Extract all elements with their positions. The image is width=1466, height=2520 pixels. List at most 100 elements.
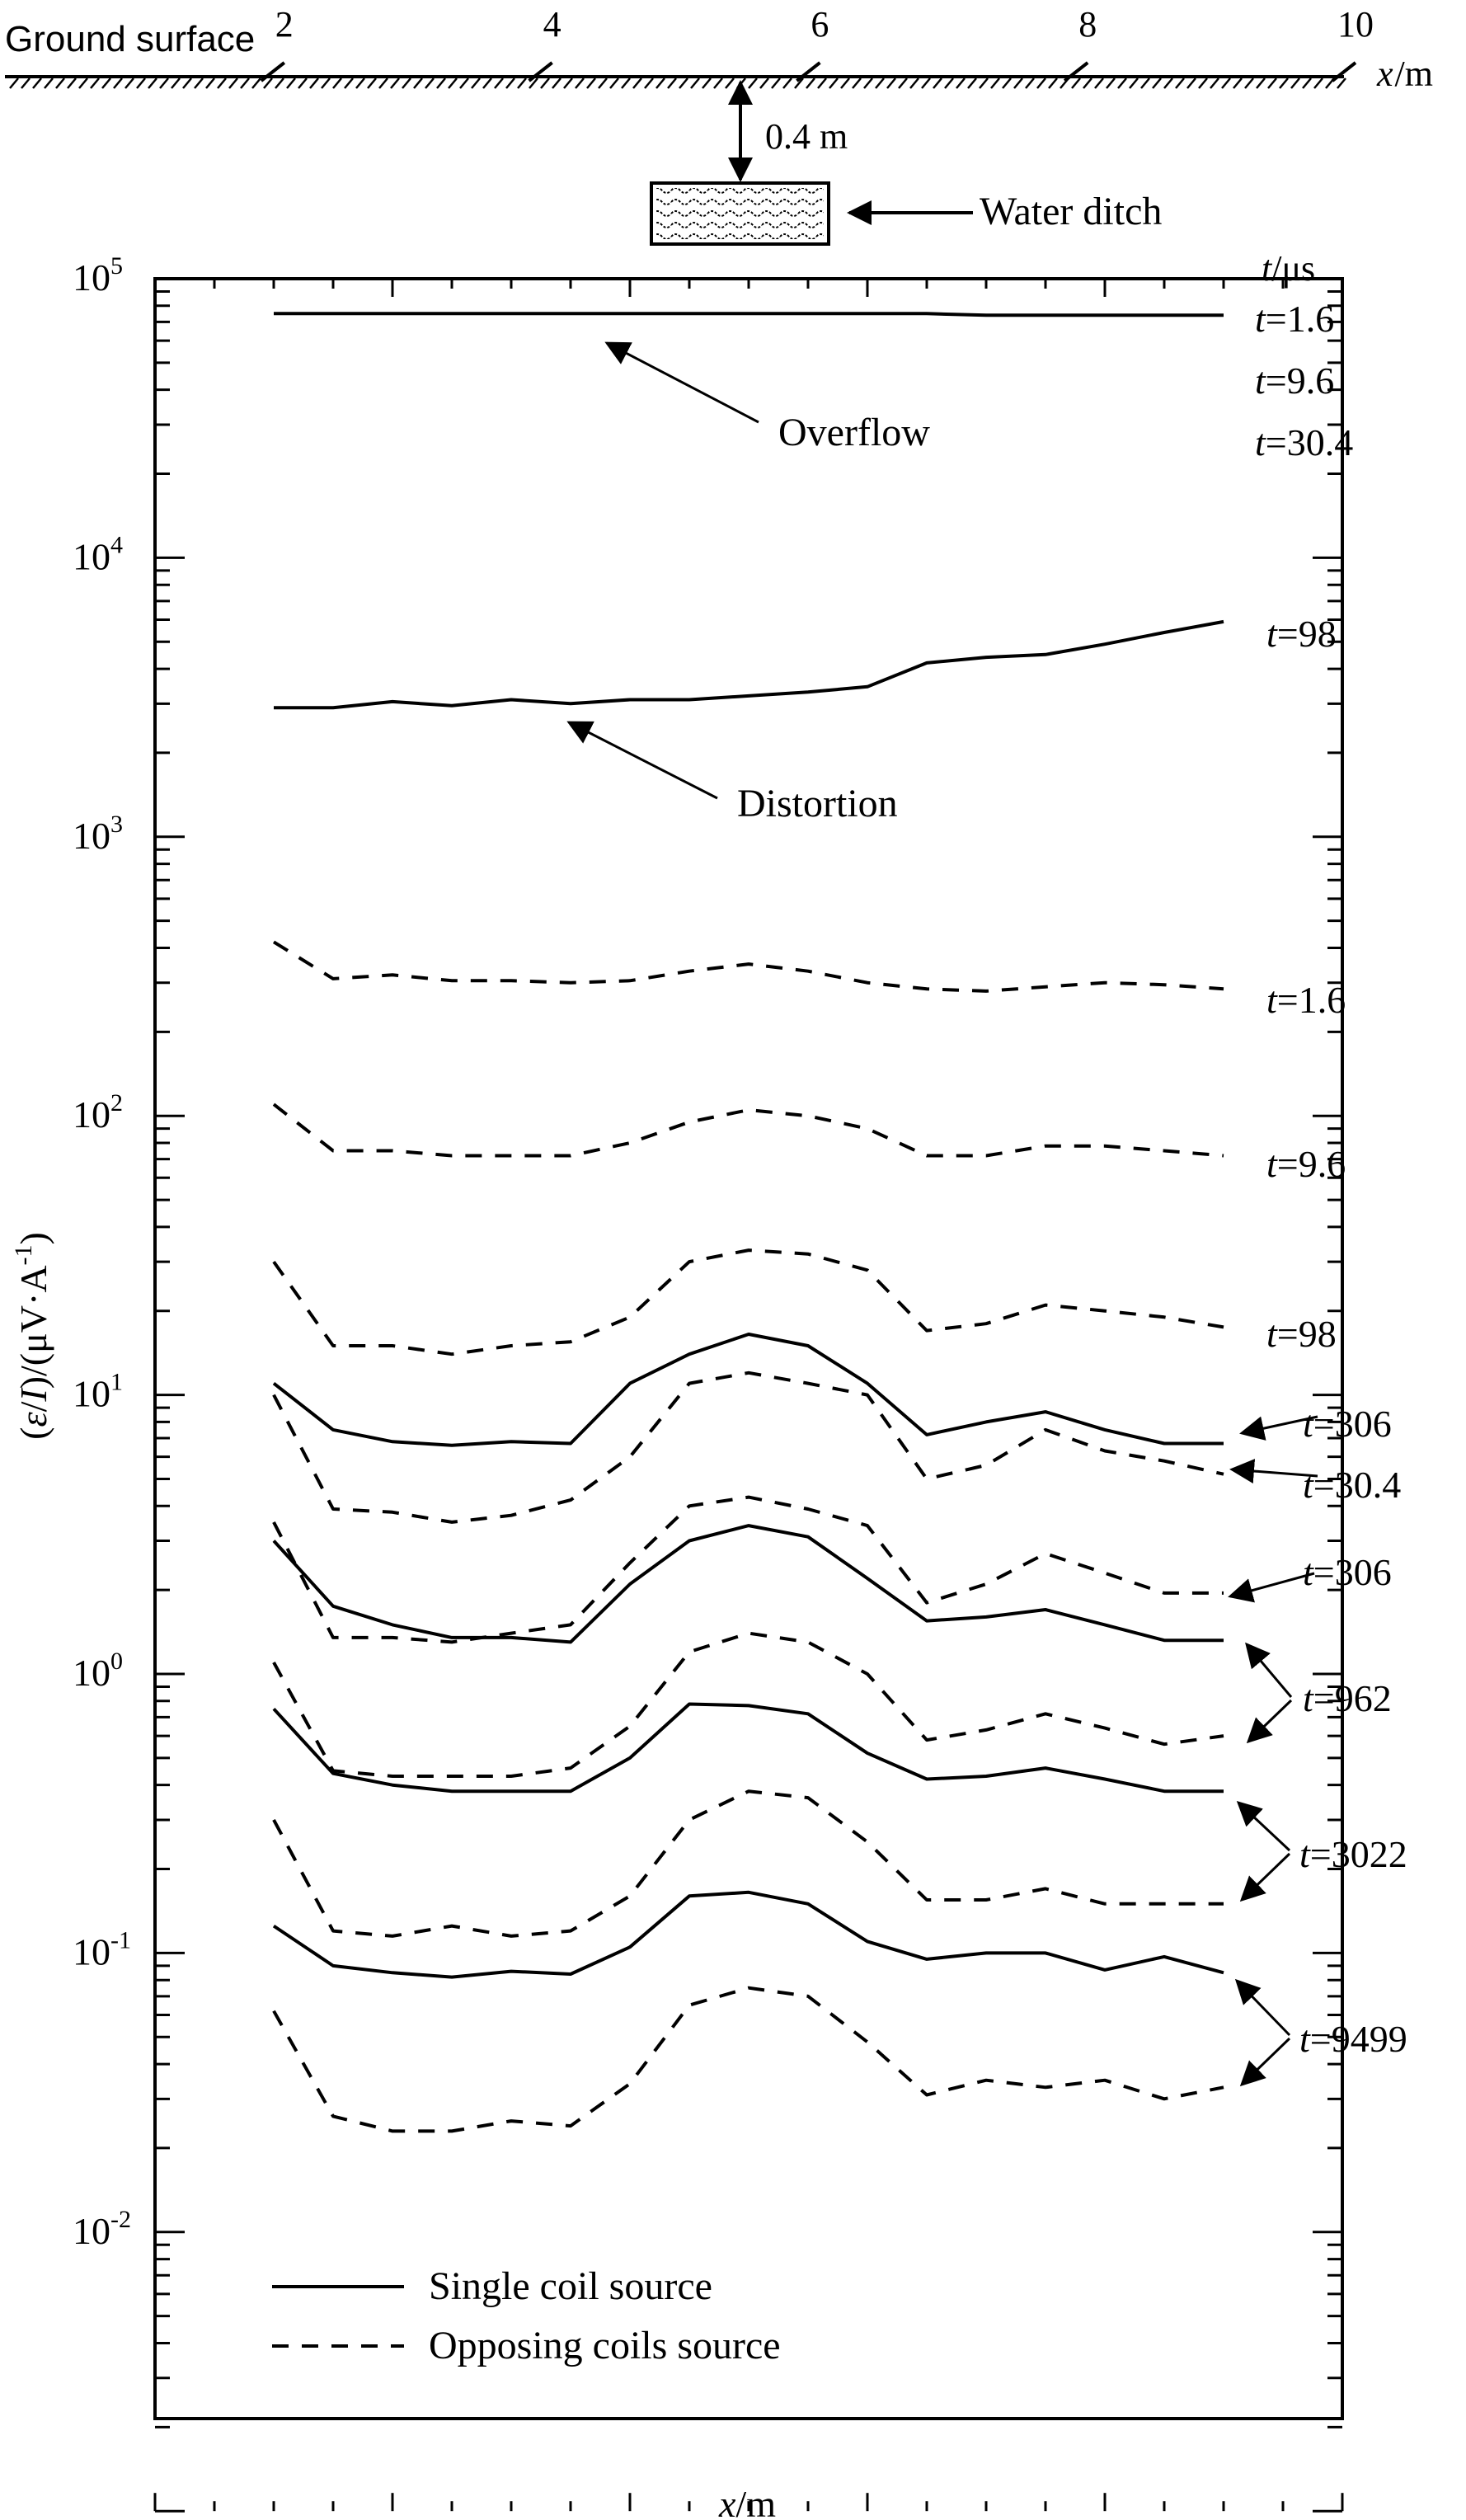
y-tick-label: 103 bbox=[73, 811, 123, 857]
hatch-line bbox=[413, 78, 423, 89]
series-line-13 bbox=[272, 1986, 1224, 2133]
hatch-line bbox=[1244, 78, 1254, 89]
series-line-10 bbox=[272, 1702, 1224, 1794]
hatch-line bbox=[402, 78, 411, 89]
label-t-3022: t=3022 bbox=[1299, 1833, 1407, 1875]
hatch-line bbox=[794, 78, 804, 89]
ground-tick bbox=[1331, 61, 1357, 82]
hatch-line bbox=[782, 78, 792, 89]
hatch-line bbox=[448, 78, 458, 89]
hatch-line bbox=[298, 78, 308, 89]
label-t-9499: t=9499 bbox=[1299, 2018, 1407, 2060]
hatch-line bbox=[344, 78, 354, 89]
label-t-306-opposing: t=306 bbox=[1303, 1551, 1392, 1593]
series-line-4 bbox=[272, 1248, 1224, 1356]
hatch-line bbox=[471, 78, 481, 89]
hatch-line bbox=[863, 78, 873, 89]
hatch-line bbox=[1163, 78, 1173, 89]
label-t-306-single: t=306 bbox=[1303, 1403, 1392, 1445]
hatch-line bbox=[956, 78, 966, 89]
hatch-line bbox=[748, 78, 758, 89]
series-line-0 bbox=[274, 312, 1224, 317]
hatch-line bbox=[240, 78, 250, 89]
hatch-line bbox=[1337, 78, 1346, 89]
ground-surface-label: Ground surface bbox=[5, 19, 255, 59]
hatch-line bbox=[1210, 78, 1219, 89]
hatch-line bbox=[1140, 78, 1150, 89]
hatch-line bbox=[286, 78, 296, 89]
depth-label: 0.4 m bbox=[765, 116, 848, 157]
svg-text:(ε/I)/(μV·A-1): (ε/I)/(μV·A-1) bbox=[10, 1232, 54, 1440]
hatch-line bbox=[1083, 78, 1092, 89]
label-t-1.6-opposing: t=1.6 bbox=[1266, 979, 1346, 1021]
y-tick-label: 105 bbox=[73, 252, 123, 299]
hatch-line bbox=[263, 78, 273, 89]
arrow-t-30.4-opposing bbox=[1229, 1459, 1318, 1484]
arrow-t-962-b bbox=[1246, 1699, 1293, 1744]
series-line-6 bbox=[272, 1370, 1224, 1524]
ground-tick bbox=[260, 61, 286, 82]
arrow-t-3022-b bbox=[1239, 1852, 1291, 1902]
y-tick-label: 100 bbox=[73, 1648, 123, 1694]
y-axis-label: (ε/I)/(μV·A-1) bbox=[10, 1232, 54, 1440]
hatch-line bbox=[309, 78, 319, 89]
overflow-label: Overflow bbox=[778, 411, 930, 454]
ground-ticks: 2 4 6 8 10 bbox=[260, 4, 1374, 82]
hatch-line bbox=[540, 78, 550, 89]
ground-tick-label: 10 bbox=[1337, 4, 1374, 45]
hatch-line bbox=[1279, 78, 1289, 89]
label-t-9.6-opposing: t=9.6 bbox=[1266, 1143, 1346, 1185]
series-line-1 bbox=[274, 619, 1224, 710]
hatch-line bbox=[194, 78, 204, 89]
ground-hatch-lines bbox=[9, 78, 1346, 89]
hatch-line bbox=[205, 78, 215, 89]
label-t-30.4-single: t=30.4 bbox=[1255, 421, 1353, 463]
ground-axis-label: x/m bbox=[1376, 54, 1433, 94]
hatch-line bbox=[690, 78, 700, 89]
y-tick-label: 102 bbox=[73, 1089, 123, 1135]
hatch-line bbox=[886, 78, 896, 89]
hatch-line bbox=[586, 78, 596, 89]
plot-area: 0246810 105 104 103 102 101 100 10-1 10-2 x/m (… bbox=[10, 252, 1344, 2520]
hatch-line bbox=[1094, 78, 1104, 89]
hatch-line bbox=[702, 78, 712, 89]
ground-tick-label: 4 bbox=[543, 4, 561, 45]
arrow-t-3022-a bbox=[1236, 1800, 1291, 1852]
ditch-label: Water ditch bbox=[980, 190, 1162, 233]
series-line-5 bbox=[272, 1333, 1224, 1447]
ground-tick bbox=[528, 61, 553, 82]
hatch-line bbox=[90, 78, 100, 89]
hatch-line bbox=[829, 78, 839, 89]
hatch-line bbox=[1002, 78, 1012, 89]
hatch-line bbox=[1025, 78, 1035, 89]
y-tick-label: 10-1 bbox=[73, 1926, 131, 1972]
arrow-t-9499-b bbox=[1239, 2037, 1291, 2087]
hatch-line bbox=[898, 78, 908, 89]
hatch-line bbox=[101, 78, 111, 89]
hatch-line bbox=[967, 78, 977, 89]
hatch-line bbox=[113, 78, 123, 89]
water-ditch bbox=[650, 181, 830, 246]
annotation-arrows bbox=[566, 341, 1318, 2087]
hatch-line bbox=[529, 78, 538, 89]
label-t-1.6-single: t=1.6 bbox=[1255, 298, 1334, 340]
hatch-line bbox=[67, 78, 77, 89]
ground-schematic: Ground surface 2 4 6 8 10 x/m 0.4 m Water di… bbox=[5, 4, 1433, 246]
y-axis-ticks: 105 104 103 102 101 100 10-1 10-2 bbox=[73, 252, 1342, 2513]
hatch-line bbox=[598, 78, 608, 89]
hatch-line bbox=[944, 78, 954, 89]
hatch-line bbox=[182, 78, 192, 89]
hatch-line bbox=[1221, 78, 1231, 89]
hatch-line bbox=[1186, 78, 1196, 89]
hatch-line bbox=[979, 78, 989, 89]
label-t-962: t=962 bbox=[1303, 1677, 1392, 1719]
label-t-98-opposing: t=98 bbox=[1266, 1313, 1337, 1355]
ground-tick bbox=[1063, 61, 1089, 82]
hatch-line bbox=[1152, 78, 1162, 89]
hatch-line bbox=[921, 78, 931, 89]
hatch-line bbox=[1198, 78, 1208, 89]
hatch-line bbox=[667, 78, 677, 89]
hatch-line bbox=[1233, 78, 1243, 89]
hatch-line bbox=[759, 78, 769, 89]
hatch-line bbox=[771, 78, 781, 89]
